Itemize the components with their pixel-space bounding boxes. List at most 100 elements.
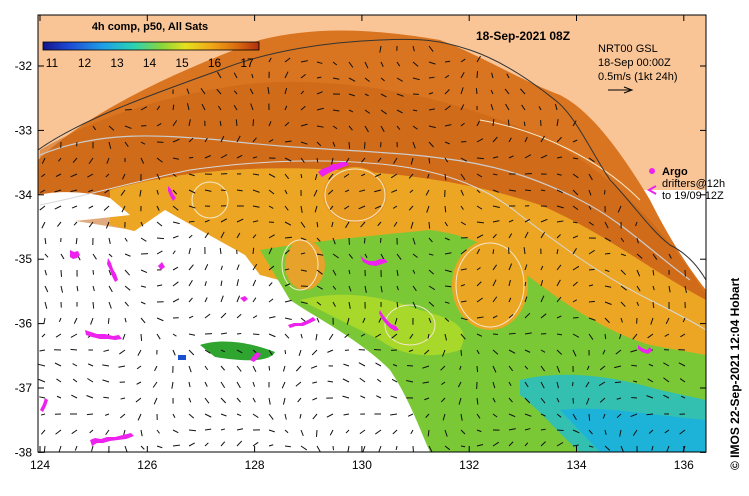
current-arrow <box>396 125 401 131</box>
current-arrow <box>406 380 414 383</box>
current-arrow <box>647 333 654 339</box>
current-arrow <box>40 413 46 416</box>
current-arrow <box>599 365 606 371</box>
current-arrow <box>188 205 196 209</box>
current-arrow <box>572 429 580 434</box>
current-arrow <box>375 429 382 435</box>
current-arrow <box>602 413 606 419</box>
current-arrow <box>426 205 430 213</box>
current-arrow <box>284 268 290 271</box>
current-arrow <box>508 155 514 159</box>
current-arrow <box>540 295 545 303</box>
current-arrow <box>521 104 526 111</box>
current-arrow <box>220 295 224 303</box>
current-arrow <box>492 136 498 143</box>
current-arrow <box>124 269 130 276</box>
current-arrow <box>556 333 563 336</box>
current-arrow <box>556 365 561 373</box>
current-arrow <box>300 141 308 145</box>
current-arrow <box>284 333 290 339</box>
current-arrow <box>457 381 462 388</box>
current-arrow <box>572 189 579 196</box>
current-arrow <box>524 381 529 388</box>
current-arrow <box>630 349 638 353</box>
current-arrow <box>652 269 655 276</box>
current-arrow <box>492 441 500 447</box>
current-arrow <box>598 381 606 387</box>
current-arrow <box>620 253 626 257</box>
current-arrow <box>105 221 110 229</box>
current-arrow <box>268 429 275 433</box>
current-arrow <box>201 103 206 111</box>
current-arrow <box>556 264 562 271</box>
sst-field <box>38 30 706 452</box>
current-arrow <box>476 316 484 319</box>
current-arrow <box>344 189 350 193</box>
current-arrow <box>54 189 62 193</box>
current-arrow <box>588 284 594 287</box>
current-arrow <box>620 269 626 276</box>
current-arrow <box>428 76 435 79</box>
current-arrow <box>86 413 94 416</box>
current-arrow <box>343 173 350 178</box>
current-arrow <box>156 173 161 180</box>
current-arrow <box>476 281 482 287</box>
current-arrow <box>348 125 353 131</box>
current-arrow <box>332 61 338 66</box>
current-arrow <box>108 269 112 276</box>
current-arrow <box>599 397 606 403</box>
current-arrow <box>107 317 110 324</box>
current-arrow <box>172 250 176 255</box>
current-arrow <box>632 429 638 436</box>
current-arrow <box>236 295 241 303</box>
current-arrow <box>348 93 355 97</box>
current-arrow <box>252 381 256 387</box>
current-arrow <box>284 249 290 255</box>
current-arrow <box>524 365 529 370</box>
current-arrow <box>220 312 227 319</box>
current-arrow <box>604 269 610 273</box>
current-arrow <box>316 107 324 111</box>
current-arrow <box>444 237 450 241</box>
current-arrow <box>364 77 370 82</box>
current-arrow <box>476 397 479 405</box>
current-arrow <box>540 381 545 389</box>
current-arrow <box>524 428 531 431</box>
current-arrow <box>412 109 418 112</box>
current-arrow <box>460 189 464 196</box>
current-arrow <box>281 381 286 389</box>
current-arrow <box>444 333 447 341</box>
current-arrow <box>76 285 79 292</box>
current-vector-field <box>38 45 687 453</box>
current-arrow <box>284 299 292 303</box>
current-arrow <box>444 74 450 79</box>
current-arrow <box>588 300 595 303</box>
current-arrow <box>476 365 479 373</box>
current-arrow <box>172 281 179 287</box>
current-arrow <box>315 429 318 438</box>
current-arrow <box>118 365 126 368</box>
current-arrow <box>268 189 275 195</box>
current-arrow <box>252 441 259 447</box>
current-arrow <box>102 379 110 383</box>
current-arrow <box>204 189 212 192</box>
current-arrow <box>508 314 514 319</box>
current-arrow <box>507 119 510 127</box>
current-arrow <box>412 269 416 274</box>
current-arrow <box>428 61 436 65</box>
current-arrow <box>390 173 398 179</box>
current-arrow <box>268 57 272 63</box>
current-arrow <box>186 88 190 95</box>
current-arrow <box>588 317 596 321</box>
lat-tick-label: -36 <box>15 317 33 331</box>
current-arrow <box>156 237 165 240</box>
current-arrow <box>444 285 452 288</box>
lat-tick-label: -32 <box>15 59 33 73</box>
current-arrow <box>428 108 435 111</box>
current-arrow <box>56 395 62 399</box>
current-arrow <box>508 332 516 335</box>
current-arrow <box>284 221 292 226</box>
current-arrow <box>616 397 622 400</box>
current-arrow <box>508 189 516 192</box>
current-arrow <box>252 297 257 303</box>
